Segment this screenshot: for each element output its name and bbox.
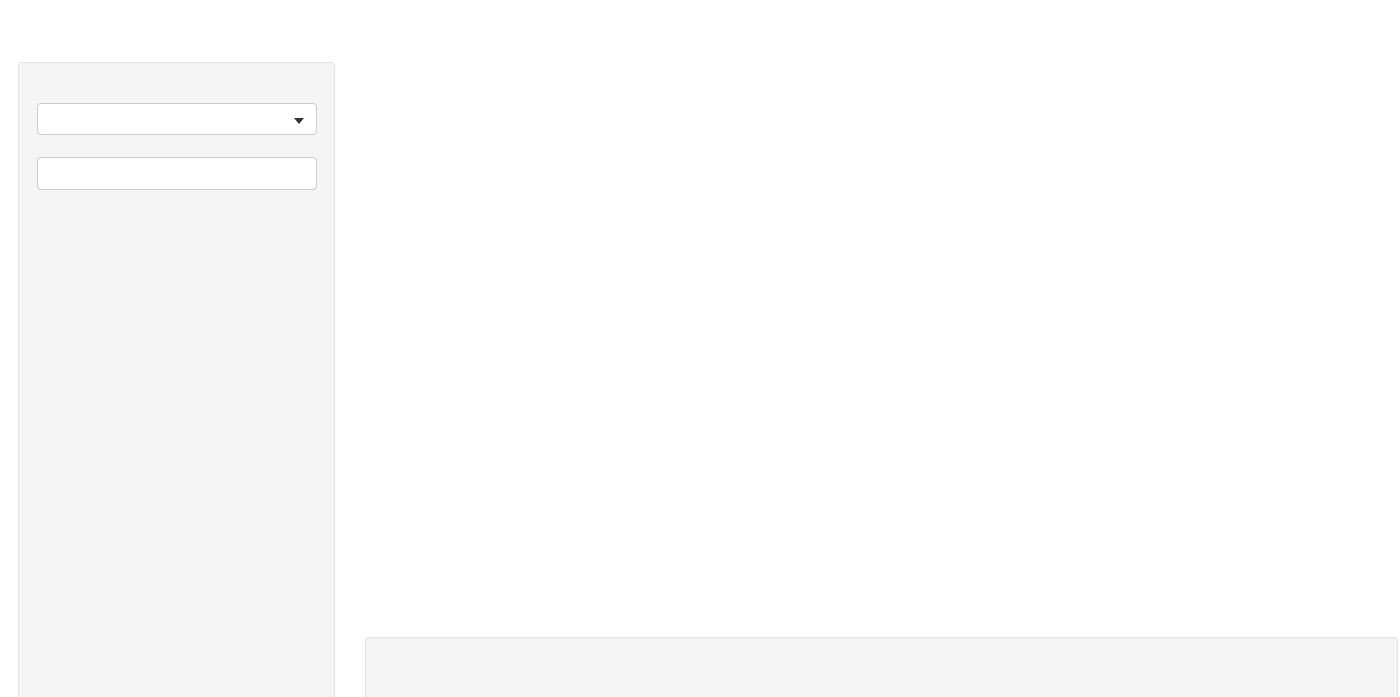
genre-group xyxy=(37,103,317,135)
selection-summary xyxy=(365,637,1398,697)
scatter-canvas xyxy=(352,55,1400,640)
genre-select[interactable] xyxy=(37,103,317,135)
scatter-plot xyxy=(352,55,1400,640)
chevron-down-icon xyxy=(294,118,304,124)
director-group xyxy=(37,157,317,190)
director-input[interactable] xyxy=(37,157,317,190)
filter-panel xyxy=(18,62,335,697)
